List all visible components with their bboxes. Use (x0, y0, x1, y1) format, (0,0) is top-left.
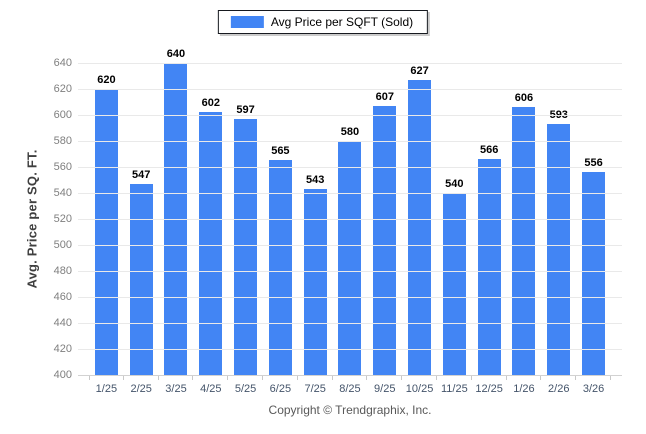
bar[interactable] (338, 141, 362, 375)
x-tick-label: 2/25 (130, 383, 152, 395)
y-tick-label: 500 (53, 239, 72, 251)
bar-value-label: 606 (514, 92, 534, 104)
bar[interactable] (512, 107, 536, 375)
bar-value-label: 540 (445, 178, 464, 190)
x-tick-label: 7/25 (304, 383, 326, 395)
bar[interactable] (408, 80, 432, 375)
y-tick-label: 560 (53, 161, 72, 173)
gridline (78, 141, 622, 142)
legend: Avg Price per SQFT (Sold) (217, 10, 429, 34)
bar-group: 593 2/26 (541, 63, 576, 395)
bar-value-label: 597 (236, 104, 255, 116)
x-tick-label: 1/26 (513, 383, 535, 395)
gridline (78, 167, 622, 168)
gridline (78, 193, 622, 194)
bar-value-label: 566 (479, 144, 499, 156)
gridline (78, 115, 622, 116)
gridline (78, 323, 622, 324)
bar-value-label: 602 (201, 97, 220, 109)
bar[interactable] (547, 124, 571, 375)
bar-value-label: 607 (375, 91, 394, 103)
bar-value-label: 543 (305, 174, 325, 186)
x-axis-line (78, 375, 622, 376)
x-tick-label: 1/25 (95, 383, 118, 395)
legend-swatch (230, 16, 264, 28)
bar-value-label: 547 (132, 169, 151, 181)
y-tick-label: 440 (53, 317, 72, 329)
bar-value-label: 640 (166, 48, 186, 60)
bar[interactable] (268, 160, 292, 375)
x-tick-label: 6/25 (269, 383, 292, 395)
x-tick-label: 10/25 (405, 383, 434, 395)
y-tick-label: 580 (53, 135, 72, 147)
bar-group: 556 3/26 (576, 63, 611, 395)
bar[interactable] (129, 184, 153, 375)
bar-group: 547 2/25 (124, 63, 159, 395)
x-tick-label: 4/25 (200, 383, 222, 395)
bar[interactable] (303, 189, 327, 375)
gridline (78, 245, 622, 246)
y-tick-label: 400 (53, 369, 72, 381)
bar[interactable] (234, 119, 258, 375)
bar[interactable] (373, 106, 397, 375)
bar[interactable] (94, 89, 118, 375)
gridline (78, 271, 622, 272)
copyright: Copyright © Trendgraphix, Inc. (268, 403, 432, 417)
bar[interactable] (199, 112, 223, 375)
x-tick-label: 11/25 (441, 383, 468, 395)
bar-value-label: 627 (410, 65, 429, 77)
y-tick-label: 640 (53, 57, 72, 69)
x-tick-label: 2/26 (548, 383, 570, 395)
bar-group: 540 11/25 (437, 63, 472, 395)
bar-group: 565 6/25 (263, 63, 298, 395)
x-tick-label: 12/25 (475, 383, 503, 395)
x-tick-label: 3/25 (165, 383, 187, 395)
bar-group: 597 5/25 (228, 63, 263, 395)
x-tick-label: 5/25 (234, 383, 257, 395)
bar-group: 602 4/25 (193, 63, 228, 395)
bar-group: 543 7/25 (298, 63, 333, 395)
bar-group: 620 1/25 (89, 63, 124, 395)
bar[interactable] (477, 159, 501, 375)
bar-value-label: 620 (97, 74, 116, 86)
gridline (78, 63, 622, 64)
gridline (78, 89, 622, 90)
x-tick-label: 8/25 (339, 383, 361, 395)
bar-value-label: 556 (584, 157, 603, 169)
bar-group: 606 1/26 (507, 63, 542, 395)
x-tick-label: 3/26 (582, 383, 605, 395)
legend-label: Avg Price per SQFT (Sold) (270, 15, 414, 29)
bar-value-label: 565 (271, 145, 290, 157)
bar[interactable] (442, 193, 466, 375)
y-tick-label: 600 (53, 109, 72, 121)
bar-group: 580 8/25 (333, 63, 368, 395)
bar-group: 607 9/25 (367, 63, 402, 395)
y-tick-label: 540 (53, 187, 72, 199)
y-tick-label: 520 (53, 213, 72, 225)
plot-area: 620 1/25 547 2/25 640 3/25 602 4/25 597 5/25 565 6/… (54, 48, 622, 395)
y-tick-label: 620 (53, 83, 72, 95)
gridline (78, 297, 622, 298)
y-tick-label: 420 (53, 343, 72, 355)
bar-group: 566 12/25 (472, 63, 507, 395)
y-tick-label: 460 (53, 291, 72, 303)
bar[interactable] (582, 172, 606, 375)
gridline (78, 219, 622, 220)
y-tick-label: 480 (53, 265, 72, 277)
bar-group: 627 10/25 (402, 63, 437, 395)
x-tick-label: 9/25 (374, 383, 396, 395)
gridline (78, 349, 622, 350)
bar-value-label: 580 (340, 126, 360, 138)
